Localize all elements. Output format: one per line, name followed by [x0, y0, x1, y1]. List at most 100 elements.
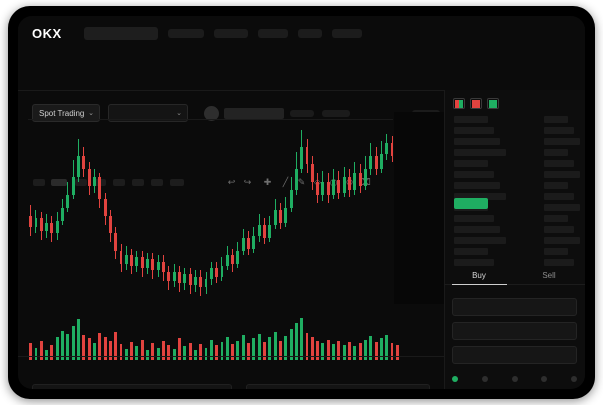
slider-dot[interactable]: [452, 376, 458, 382]
bottom-panel-left[interactable]: [32, 384, 232, 389]
divider-top: [18, 90, 585, 91]
order-book-row[interactable]: [454, 171, 494, 178]
trading-mode-select[interactable]: Spot Trading ⌄: [32, 104, 100, 122]
volume-bar: [162, 340, 165, 360]
volume-bar: [395, 345, 399, 360]
timeframe-1m[interactable]: [33, 179, 45, 186]
okx-logo[interactable]: OKX: [32, 26, 62, 41]
volume-bar: [29, 342, 33, 360]
nav-item-trade[interactable]: [214, 29, 248, 38]
divider-chart: [28, 119, 393, 120]
candle-body: [34, 218, 38, 227]
timeframe-1h[interactable]: [75, 179, 87, 186]
volume-bar: [124, 348, 128, 360]
volume-bar: [289, 329, 293, 360]
order-book-row[interactable]: [454, 138, 500, 145]
order-book-row[interactable]: [454, 193, 506, 200]
slider-dot[interactable]: [541, 376, 548, 382]
candle-body: [77, 155, 80, 178]
candle-body: [135, 257, 139, 266]
order-book-row[interactable]: [454, 182, 500, 189]
volume-bar: [183, 346, 187, 360]
volume-chart[interactable]: [28, 312, 400, 360]
orderbook-view-both-icon[interactable]: [453, 98, 465, 109]
orderbook-view-asks-icon[interactable]: [470, 98, 482, 109]
order-book-row[interactable]: [454, 149, 506, 156]
volume-bar: [108, 340, 112, 360]
tab-buy[interactable]: Buy: [472, 271, 486, 280]
volume-bar: [379, 338, 383, 360]
trendline-icon[interactable]: ╱: [282, 177, 289, 187]
trade-tabs: Buy Sell: [444, 268, 585, 290]
candlestick-chart[interactable]: [28, 120, 400, 306]
nav-item-markets[interactable]: [168, 29, 204, 38]
order-book-row[interactable]: [454, 259, 494, 266]
coin-avatar: [204, 106, 219, 121]
slider-dot[interactable]: [571, 376, 577, 382]
timeframe-1w[interactable]: [132, 179, 144, 186]
order-book-row-amount: [544, 171, 580, 178]
pair-select[interactable]: ⌄: [108, 104, 188, 122]
tab-sell[interactable]: Sell: [542, 271, 556, 280]
chevron-down-icon: ⌄: [88, 110, 94, 117]
volume-bar: [55, 337, 59, 360]
market-info-bar: Spot Trading ⌄ ⌄: [18, 56, 585, 122]
candle-body: [385, 142, 389, 154]
order-book-row[interactable]: [454, 237, 506, 244]
candle-body: [146, 259, 150, 268]
bottom-panel-right[interactable]: [246, 384, 430, 389]
slider-dot[interactable]: [481, 376, 488, 382]
redo-icon[interactable]: ↪: [243, 177, 252, 187]
volume-bar: [204, 347, 208, 360]
pencil-icon[interactable]: ✎: [297, 177, 306, 187]
order-book-row[interactable]: [454, 226, 500, 233]
candle-body: [103, 198, 107, 217]
candle-body: [29, 216, 33, 227]
nav-item-account[interactable]: [332, 29, 362, 38]
volume-bar: [257, 333, 261, 360]
candle-body: [310, 164, 314, 182]
timeframe-15m[interactable]: [51, 179, 67, 186]
candle-body: [87, 168, 91, 187]
amount-percent-slider[interactable]: [452, 374, 577, 384]
nav-item-more[interactable]: [298, 29, 322, 38]
candle-body: [257, 224, 261, 236]
order-book-spread-price: [454, 198, 488, 209]
volume-bar: [321, 342, 325, 360]
tablet-device-frame: OKX Spot Trading ⌄ ⌄: [8, 6, 595, 399]
chevron-down-icon: ⌄: [176, 110, 182, 117]
order-book-row[interactable]: [454, 215, 494, 222]
order-book-row[interactable]: [454, 127, 494, 134]
volume-bar: [300, 318, 304, 360]
volume-bar: [87, 338, 91, 360]
volume-bar: [278, 340, 282, 360]
order-book-row[interactable]: [454, 248, 488, 255]
candle-body: [268, 224, 272, 238]
order-price-field[interactable]: [452, 298, 577, 316]
order-book-row-amount: [544, 204, 580, 211]
candle-body: [348, 177, 351, 191]
candle-body: [220, 265, 224, 277]
order-book-row[interactable]: [454, 116, 488, 123]
slider-dot[interactable]: [511, 376, 518, 382]
volume-bar: [45, 349, 49, 360]
volume-bar: [348, 342, 351, 360]
order-amount-field[interactable]: [452, 322, 577, 340]
cursor-icon[interactable]: ✚: [263, 177, 272, 187]
order-book-row-amount: [544, 259, 574, 266]
undo-icon[interactable]: ↩: [227, 177, 236, 187]
indicators-button[interactable]: [170, 179, 184, 186]
candle-body: [156, 261, 160, 271]
search-input[interactable]: [84, 27, 158, 40]
orderbook-view-bids-icon[interactable]: [487, 98, 499, 109]
volume-bar: [172, 348, 176, 360]
timeframe-1d[interactable]: [113, 179, 125, 186]
order-total-field[interactable]: [452, 346, 577, 364]
nav-item-earn[interactable]: [258, 29, 288, 38]
volume-bar: [66, 333, 70, 360]
order-book-row[interactable]: [454, 160, 488, 167]
candle-body: [294, 168, 298, 191]
timeframe-1mo[interactable]: [151, 179, 163, 186]
candle-body: [114, 233, 118, 251]
volume-bar: [326, 339, 330, 360]
